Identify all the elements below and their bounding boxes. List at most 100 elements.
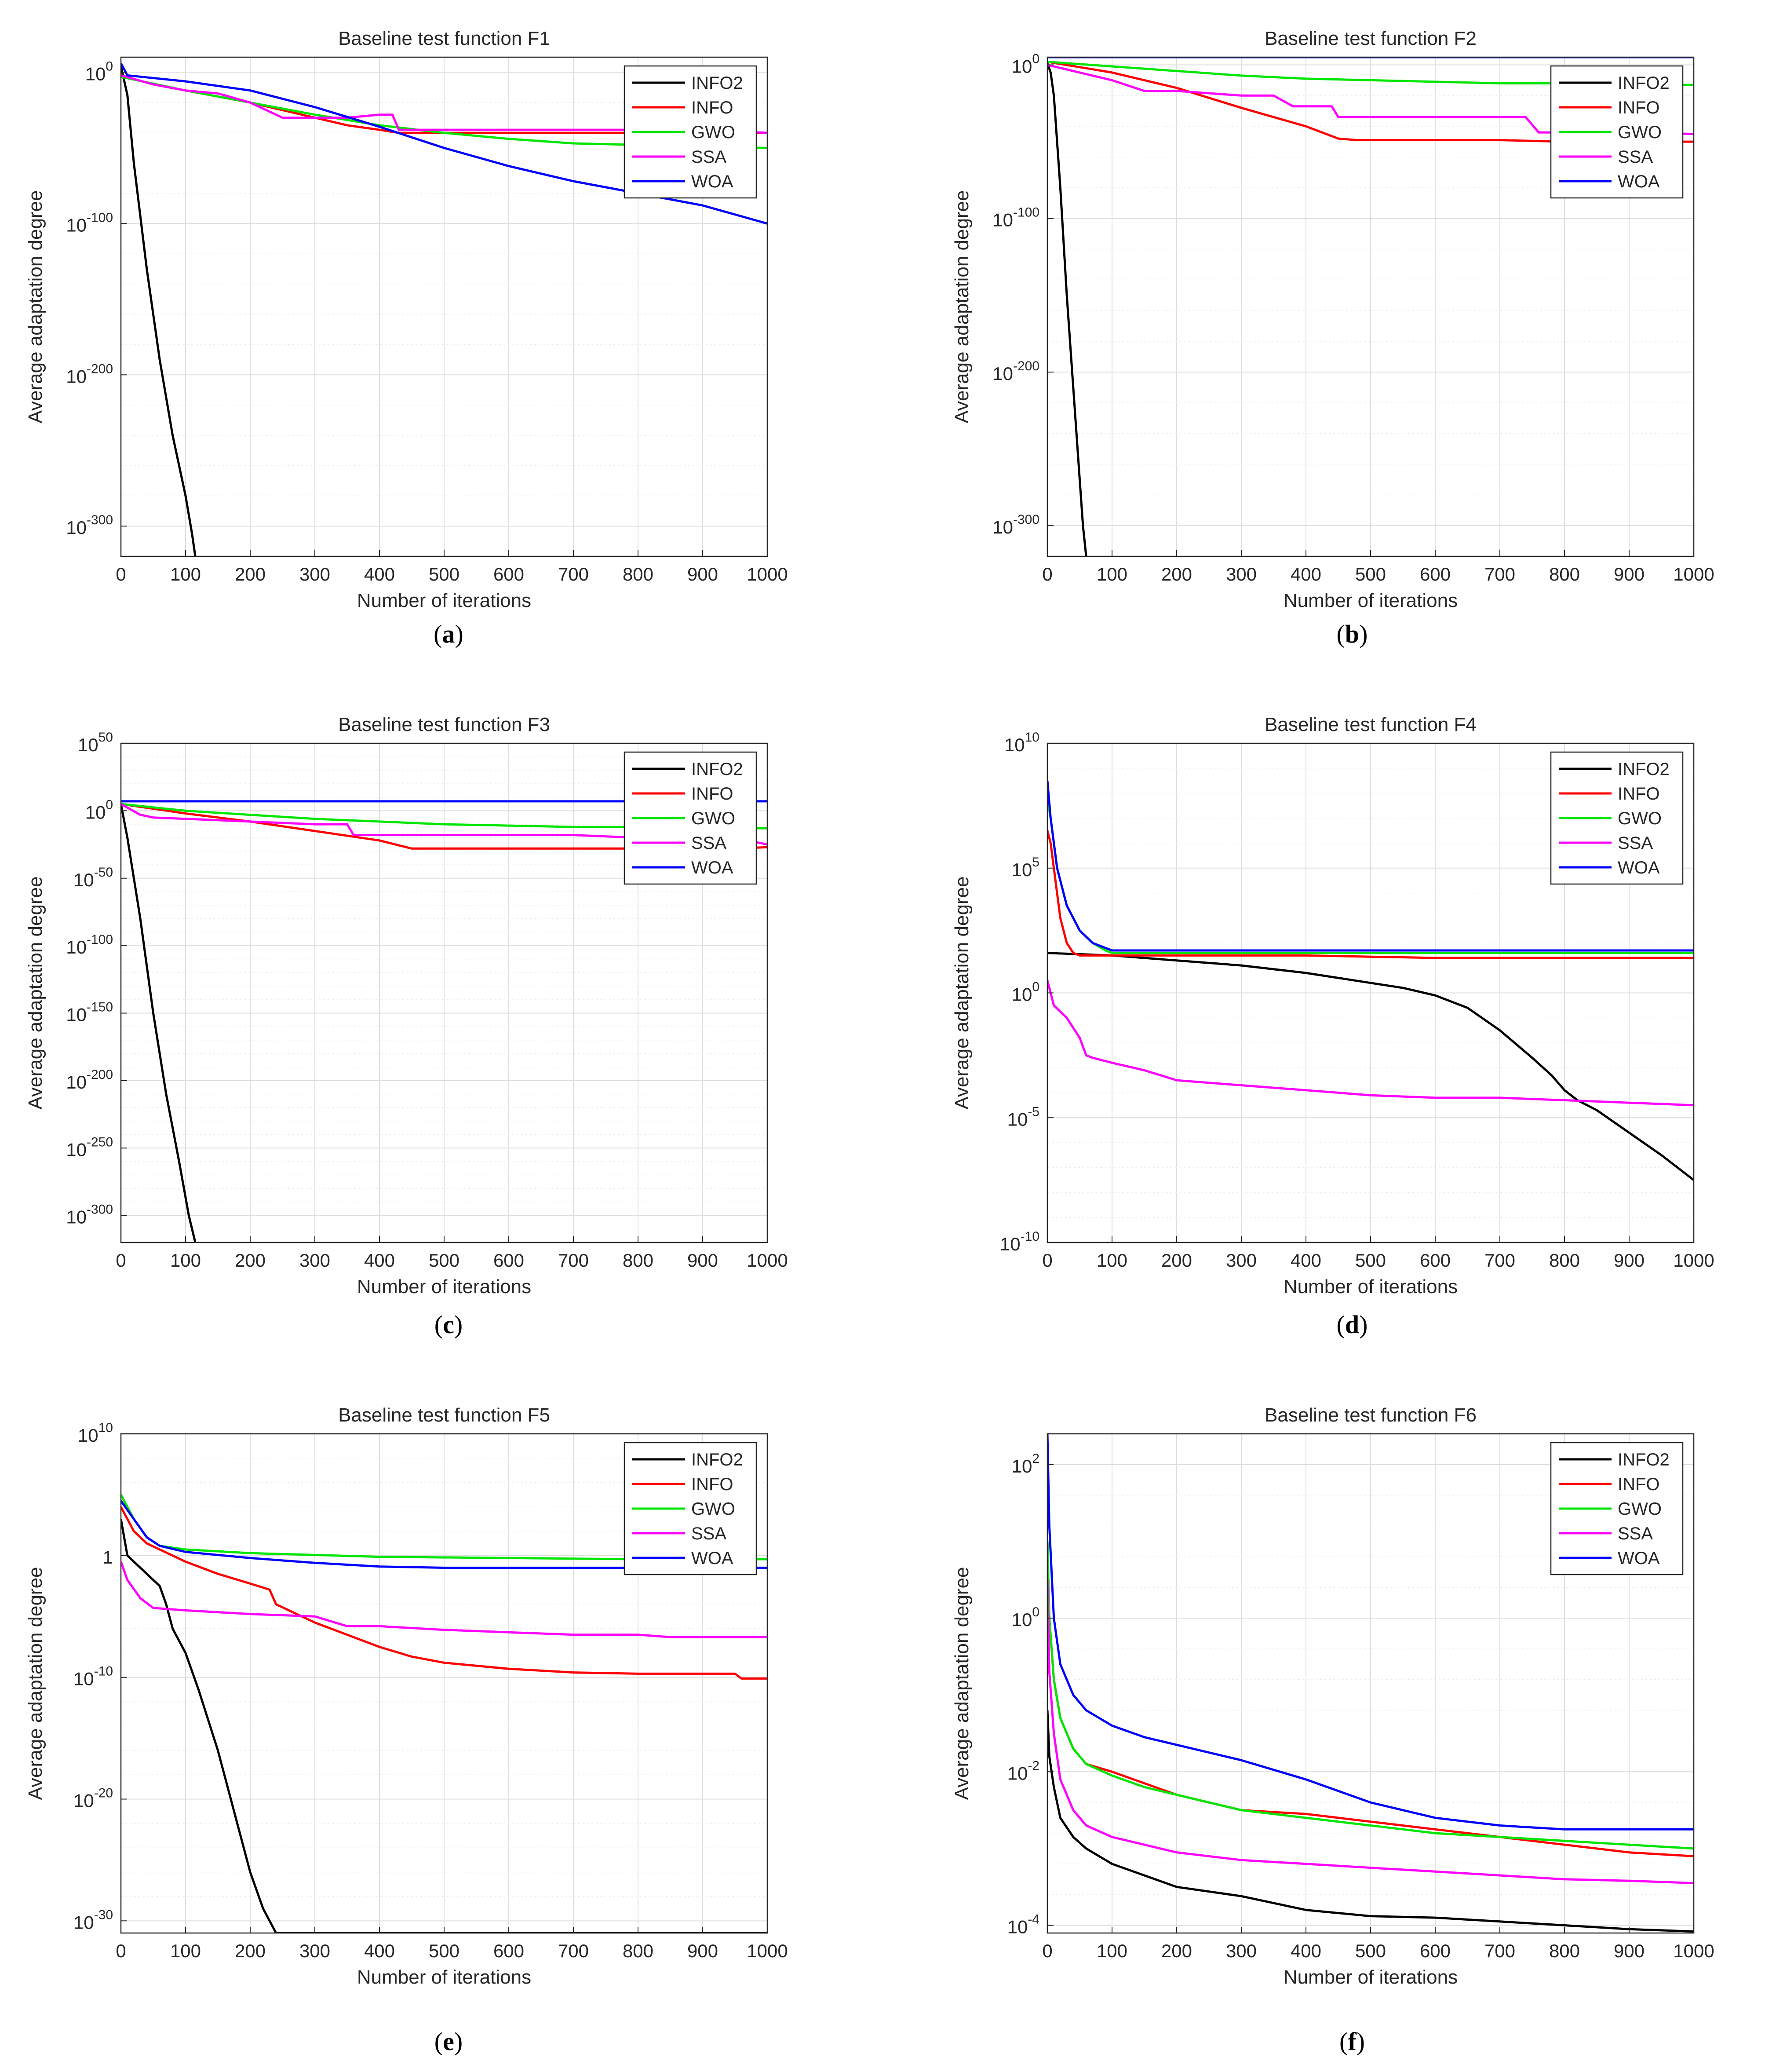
y-tick-label: 100 [1012,980,1039,1005]
x-tick-label: 800 [623,1940,653,1961]
x-tick-label: 600 [1420,1250,1451,1271]
y-tick-label: 100 [85,797,113,822]
x-tick-label: 100 [170,564,201,585]
x-tick-label: 1000 [747,564,788,585]
x-axis-label: Number of iterations [1284,590,1458,611]
y-tick-label: 10-10 [1000,1229,1039,1254]
x-axis-label: Number of iterations [1284,1966,1458,1988]
y-tick-label: 100 [1012,1605,1039,1630]
x-tick-label: 200 [235,1250,266,1271]
chart-title: Baseline test function F5 [338,1404,550,1426]
legend-label-info2: INFO2 [1618,73,1670,93]
series-line-info2 [1047,1710,1694,1933]
y-tick-label: 10-10 [73,1664,113,1689]
x-tick-label: 700 [1484,1250,1515,1271]
x-tick-label: 400 [364,564,395,585]
x-tick-label: 200 [1161,564,1192,585]
series-line-info2 [121,66,197,556]
y-axis-label: Average adaptation degree [951,876,973,1109]
x-tick-label: 0 [116,1250,126,1271]
x-tick-label: 600 [493,1250,524,1271]
legend-label-info: INFO [691,784,733,804]
legend-label-woa: WOA [691,858,733,877]
chart-f5: 0 100 200 300 400 500 600 700 800 900 1000 10-30 10-… [25,1404,788,1988]
x-tick-label: 900 [687,1250,718,1271]
y-axis-label: Average adaptation degree [951,1567,973,1800]
x-tick-label: 1000 [747,1250,788,1271]
y-tick-label: 10-2 [1007,1758,1039,1783]
series-line-ssa [121,1561,767,1638]
legend-label-ssa: SSA [691,1524,726,1543]
x-tick-label: 1000 [1673,564,1714,585]
y-tick-label: 105 [1012,855,1039,880]
legend-label-gwo: GWO [1618,809,1662,828]
x-tick-label: 600 [493,1940,524,1961]
x-tick-label: 300 [1226,1250,1257,1271]
chart-title: Baseline test function F6 [1265,1404,1477,1426]
x-tick-label: 200 [1161,1940,1192,1961]
y-tick-label: 1010 [1004,730,1039,755]
legend: INFO2 INFO GWO SSA WOA [1550,65,1684,199]
x-tick-label: 100 [1097,1940,1127,1961]
x-tick-label: 400 [1291,1940,1321,1961]
y-axis-label: Average adaptation degree [25,876,46,1109]
legend-label-gwo: GWO [1618,1499,1662,1519]
x-tick-label: 0 [1042,564,1052,585]
chart-f3: 0 100 200 300 400 500 600 700 800 900 1000 10-300 10… [25,714,788,1297]
y-tick-label: 10-250 [66,1135,113,1160]
x-tick-label: 300 [299,1250,330,1271]
y-tick-label: 100 [1012,51,1039,77]
x-tick-label: 400 [364,1250,395,1271]
x-tick-label: 700 [1484,564,1515,585]
y-tick-label: 10-4 [1007,1912,1039,1937]
legend-label-woa: WOA [1618,1549,1660,1568]
y-tick-label: 10-30 [73,1908,113,1933]
series-line-info [1047,830,1694,959]
chart-title: Baseline test function F2 [1265,28,1477,49]
y-tick-label: 10-100 [66,932,113,957]
caption-b: (b) [1336,620,1368,648]
x-tick-label: 500 [1355,564,1386,585]
y-axis-label: Average adaptation degree [25,190,46,423]
x-tick-label: 800 [1549,564,1580,585]
legend-label-info: INFO [1618,98,1660,117]
y-axis-label: Average adaptation degree [25,1567,46,1800]
legend-label-woa: WOA [1618,172,1660,191]
y-tick-label: 10-20 [73,1786,113,1811]
x-tick-label: 100 [1097,564,1127,585]
panel-a: 0 100 200 300 400 500 600 700 800 900 1000 10-300 10… [0,0,839,655]
x-tick-label: 100 [170,1940,201,1961]
x-tick-label: 800 [1549,1250,1580,1271]
x-axis-label: Number of iterations [357,1276,531,1297]
y-tick-label: 10-200 [992,359,1039,384]
series-line-ssa [1047,1579,1694,1884]
series-line-info [121,1506,767,1680]
chart-f6: 0 100 200 300 400 500 600 700 800 900 1000 10-4 10-2… [951,1404,1714,1988]
legend: INFO2 INFO GWO SSA WOA [624,65,757,199]
y-tick-label: 10-200 [66,1067,113,1093]
x-tick-label: 900 [1614,1940,1645,1961]
y-tick-label: 10-100 [66,210,113,235]
y-axis-label: Average adaptation degree [951,190,973,423]
series-group [1047,780,1694,1181]
x-axis-label: Number of iterations [357,590,531,611]
legend: INFO2 INFO GWO SSA WOA [624,1442,757,1575]
x-tick-label: 700 [558,564,589,585]
x-tick-label: 300 [1226,1940,1257,1961]
x-tick-label: 900 [1614,564,1645,585]
x-tick-label: 500 [429,564,459,585]
x-tick-label: 200 [1161,1250,1192,1271]
y-tick-label: 10-50 [73,865,113,890]
y-tick-label: 1 [103,1547,113,1568]
x-tick-label: 700 [558,1250,589,1271]
x-tick-label: 500 [1355,1940,1386,1961]
y-tick-label: 100 [85,59,113,84]
legend-label-info2: INFO2 [691,73,743,93]
series-line-info2 [121,804,197,1242]
y-tick-label: 10-100 [992,205,1039,230]
y-tick-label: 10-300 [66,513,113,538]
panel-f: 0 100 200 300 400 500 600 700 800 900 1000 10-4 10-2… [926,1377,1765,2056]
x-tick-label: 400 [364,1940,395,1961]
caption-c: (c) [434,1310,463,1339]
